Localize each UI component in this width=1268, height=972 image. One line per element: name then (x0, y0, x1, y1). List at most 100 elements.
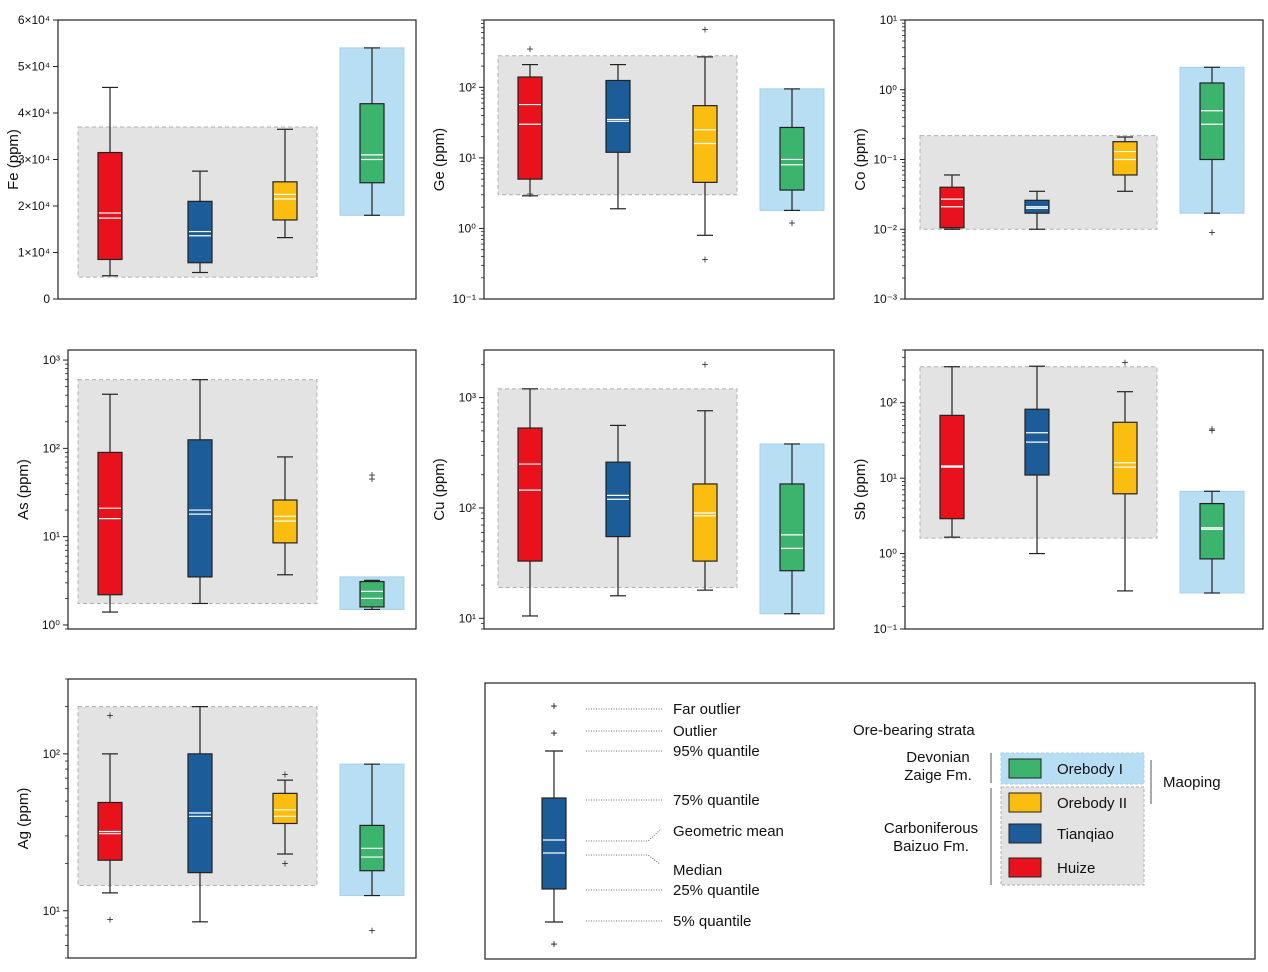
y-axis-label: Fe (ppm) (5, 129, 22, 190)
y-tick-label: 10¹ (880, 13, 897, 27)
y-axis-label: Co (ppm) (852, 128, 869, 191)
legend-outlier-marker: + (550, 726, 557, 740)
box-orebody-i (359, 580, 385, 608)
chart-panel-fe: 0 1×10⁴ 2×10⁴ 3×10⁴ 4×10⁴ 5×10⁴ 6×10⁴ Fe (ppm) (5, 13, 417, 306)
legend-entry-label: Huize (1057, 860, 1095, 877)
chart-panel-ge: 10⁻¹ 10⁰ 10¹ 10² Ge (ppm) + + + + + (431, 19, 835, 306)
y-tick-label: 10⁻³ (873, 292, 897, 306)
box-tianqiao (187, 439, 213, 578)
chart-panel-co: 10⁻³ 10⁻² 10⁻¹ 10⁰ 10¹ Co (ppm) + (852, 13, 1264, 306)
chart-panel-cu: 10¹ 10² 10³ Cu (ppm) + (431, 349, 835, 630)
legend-stat-label: Far outlier (673, 701, 741, 718)
y-tick-label: 10¹ (43, 530, 60, 544)
legend-leader-line (586, 829, 661, 842)
legend-swatch-huize (1008, 857, 1042, 878)
box-orebody-ii (692, 483, 718, 562)
y-tick-label: 5×10⁴ (18, 60, 50, 74)
legend-stat-label: 5% quantile (673, 913, 751, 930)
y-tick-label: 10⁻¹ (452, 292, 476, 306)
y-tick-label: 0 (43, 292, 50, 306)
y-tick-label: 10² (43, 747, 60, 761)
y-tick-label: 10² (43, 441, 60, 455)
box-orebody-i (1199, 502, 1225, 560)
legend-leader-line (586, 854, 661, 865)
box-huize (97, 151, 123, 261)
legend-far-outlier-marker: + (550, 699, 557, 713)
outlier-marker-orebody-i: + (1208, 423, 1215, 437)
legend-stat-label: 25% quantile (673, 882, 760, 899)
box-orebody-ii (272, 792, 298, 825)
legend-carboniferous-fm-label: Baizuo Fm. (893, 838, 969, 855)
outlier-marker-orebody-ii: + (701, 253, 708, 267)
legend: + + + Far outlier Outlier 95% quantile 75% qua… (484, 682, 1256, 960)
y-tick-label: 6×10⁴ (18, 13, 50, 27)
outlier-marker-orebody-ii: + (1121, 356, 1128, 370)
outlier-marker-orebody-i: + (1208, 422, 1215, 436)
legend-entry-label: Orebody I (1057, 761, 1123, 778)
box-orebody-i (779, 126, 805, 191)
legend-entry-label: Tianqiao (1057, 826, 1114, 843)
box-orebody-i (1199, 82, 1225, 161)
y-tick-label: 10⁰ (879, 83, 897, 97)
box-huize (97, 451, 123, 596)
outlier-marker-huize: + (106, 912, 113, 926)
outlier-marker-huize: + (106, 709, 113, 723)
legend-stat-label: Outlier (673, 723, 717, 740)
y-tick-label: 10² (459, 80, 476, 94)
y-tick-label: 2×10⁴ (18, 199, 50, 213)
legend-maoping-label: Maoping (1163, 774, 1221, 791)
box-orebody-ii (1112, 421, 1138, 495)
chart-panel-as: 10⁰ 10¹ 10² 10³ As (ppm) ++ (15, 349, 417, 632)
legend-frame (484, 682, 1256, 960)
box-orebody-ii (272, 181, 298, 221)
y-tick-label: 10⁻¹ (873, 153, 897, 167)
y-axis-label: Cu (ppm) (431, 458, 448, 521)
legend-swatch-orebody-ii (1008, 792, 1042, 813)
outlier-marker-orebody-ii: + (281, 857, 288, 871)
legend-strata-title: Ore-bearing strata (853, 722, 975, 739)
y-tick-label: 10⁰ (42, 618, 60, 632)
chart-panel-ag: 10¹ 10² Ag (ppm) + + + + + (15, 678, 417, 959)
plot-frame (483, 19, 835, 300)
y-tick-label: 10² (880, 396, 897, 410)
outlier-marker-orebody-i: + (1208, 225, 1215, 239)
legend-devonian-label: Devonian (906, 749, 969, 766)
box-orebody-ii (1112, 141, 1138, 176)
y-tick-label: 10³ (459, 391, 476, 405)
box-huize (939, 186, 965, 229)
legend-swatch-orebody-i (1008, 758, 1042, 779)
legend-devonian-fm-label: Zaige Fm. (904, 767, 972, 784)
outlier-marker-orebody-i: + (368, 923, 375, 937)
y-axis-label: As (ppm) (15, 459, 32, 520)
outlier-marker-huize: + (526, 187, 533, 201)
y-tick-label: 10¹ (43, 904, 60, 918)
legend-low-outlier-marker: + (550, 937, 557, 951)
box-orebody-i (779, 483, 805, 572)
y-tick-label: 10⁻¹ (873, 622, 897, 636)
legend-carboniferous-label: Carboniferous (884, 820, 978, 837)
legend-stat-label: Median (673, 862, 722, 879)
legend-swatch-tianqiao (1008, 823, 1042, 844)
y-tick-label: 10¹ (459, 611, 476, 625)
outlier-marker-orebody-ii: + (701, 357, 708, 371)
legend-example-box (541, 797, 567, 890)
box-orebody-i (359, 103, 385, 184)
y-tick-label: 4×10⁴ (18, 106, 50, 120)
y-axis-label: Ag (ppm) (15, 788, 32, 850)
y-axis-label: Ge (ppm) (431, 128, 448, 191)
box-tianqiao (605, 79, 631, 153)
y-tick-label: 10⁰ (458, 221, 476, 235)
box-huize (517, 427, 543, 562)
plot-frame (67, 349, 417, 630)
outlier-marker-orebody-i: + (788, 216, 795, 230)
outlier-marker-orebody-i: + (368, 468, 375, 482)
y-tick-label: 1×10⁴ (18, 246, 50, 260)
legend-stat-label: Geometric mean (673, 823, 784, 840)
box-huize (517, 76, 543, 180)
legend-stat-label: 95% quantile (673, 743, 760, 760)
outlier-marker-huize: + (526, 42, 533, 56)
y-axis-label: Sb (ppm) (852, 459, 869, 521)
y-tick-label: 10¹ (880, 471, 897, 485)
